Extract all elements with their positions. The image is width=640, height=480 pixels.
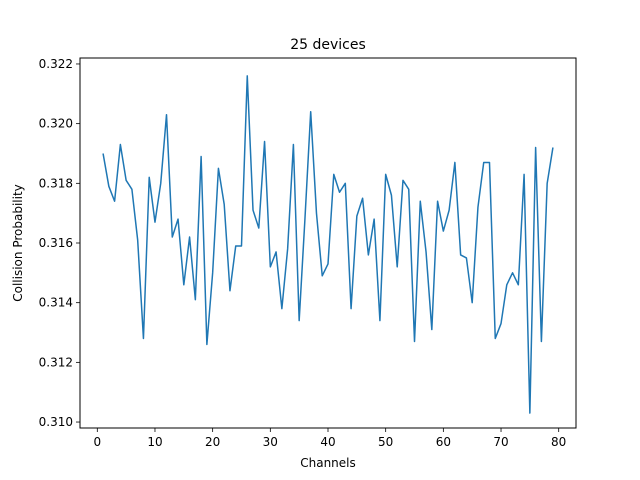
x-tick-label: 0 (93, 435, 101, 449)
x-axis: 0 10 20 30 40 50 60 70 80 (93, 428, 566, 449)
x-tick-label: 80 (551, 435, 566, 449)
y-tick-label: 0.320 (39, 117, 73, 131)
x-axis-label: Channels (300, 456, 356, 470)
y-tick-label: 0.310 (39, 415, 73, 429)
y-axis: 0.310 0.312 0.314 0.316 0.318 0.320 0.322 (39, 57, 80, 429)
x-tick-label: 50 (378, 435, 393, 449)
series-line-1 (102, 75, 554, 414)
y-tick-label: 0.318 (39, 176, 73, 190)
x-tick-label: 30 (263, 435, 278, 449)
x-tick-label: 20 (205, 435, 220, 449)
y-tick-label: 0.312 (39, 355, 73, 369)
y-axis-label: Collision Probability (11, 184, 25, 302)
x-tick-label: 10 (147, 435, 162, 449)
x-tick-label: 40 (320, 435, 335, 449)
y-tick-label: 0.316 (39, 236, 73, 250)
y-tick-label: 0.322 (39, 57, 73, 71)
plot-area (102, 75, 554, 414)
x-tick-label: 70 (493, 435, 508, 449)
chart-title: 25 devices (290, 37, 366, 53)
x-tick-label: 60 (436, 435, 451, 449)
y-tick-label: 0.314 (39, 296, 73, 310)
